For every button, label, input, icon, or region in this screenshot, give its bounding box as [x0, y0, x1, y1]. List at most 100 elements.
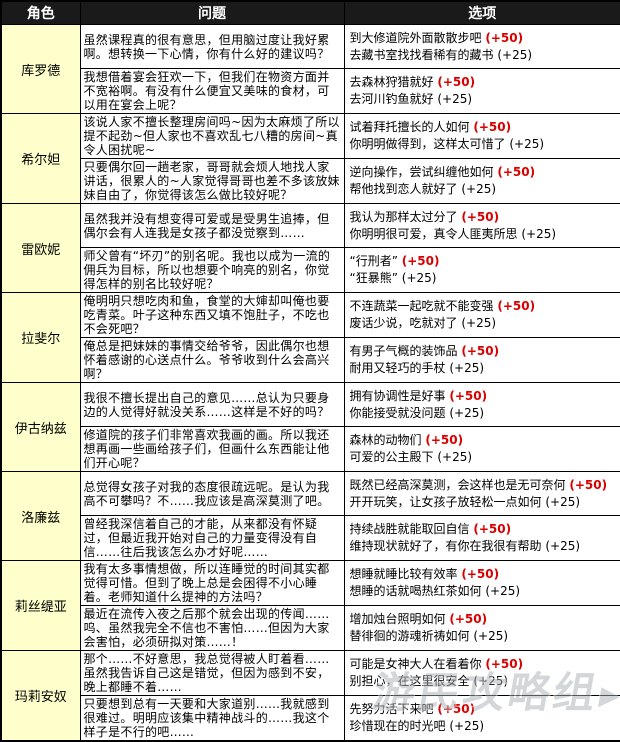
character-cell: 希尔妲 [0, 113, 81, 204]
option-line: 既然已经高深莫测，会这样也是无可奈何 (+50) [350, 477, 616, 494]
entry-row: 伊古纳兹 我很不擅长提出自己的意见……总认为只要身边的人觉得好就没关系……这样是不… [0, 382, 620, 472]
header-row: 角色 问题 选项 [0, 0, 620, 25]
bonus-label: (+50) [461, 567, 500, 581]
entry-row: 希尔妲 该说人家不擅长整理房间吗~因为太麻烦了所以提不起劲~但人家也不喜欢乱七八糟… [0, 113, 620, 204]
option-line: 你明明很可爱，真令人匪夷所思 (+25) [350, 226, 616, 243]
option-line: 废话少说，吃就对了 (+25) [350, 315, 616, 332]
question-cell: 俺明明只想吃肉和鱼，食堂的大婶却叫俺也要吃青菜。叶子这种东西又填不饱肚子，不吃也… [79, 292, 345, 338]
bonus-label: (+25) [545, 494, 581, 509]
option-line: 去藏书室找找看稀有的藏书 (+25) [350, 47, 616, 64]
option-text: 想睡就睡比较有效率 [349, 567, 458, 581]
option-line: 去森林狩猎就好 (+50) [350, 74, 616, 91]
option-line: 帮他找到恋人就好了 (+25) [350, 181, 616, 198]
option-text: “行刑者” [349, 254, 398, 268]
option-line: 先努力活下来吧 (+50) [350, 701, 616, 718]
option-line: 拥有协调性是好事 (+50) [350, 388, 616, 405]
option-text: 你明明做得到，这样太可惜了 [349, 137, 506, 151]
option-line: 替徘徊的游魂祈祷如何 (+25) [350, 628, 616, 645]
entry-row: 只要想到总有一天要和大家道别……我就感到很难过。明明应该集中精神战斗的……我这个… [1, 695, 620, 742]
options-cell: 我认为那样太过分了 (+50) 你明明很可爱，真令人匪夷所思 (+25) [343, 203, 620, 248]
option-line: 试着拜托擅长的人如何 (+50) [350, 119, 616, 136]
entry-row: 俺总是把妹妹的事情交给爷爷，因此偶尔也想怀着感谢的心送点什么。爷爷收到什么会高兴… [1, 337, 620, 383]
option-text: 先努力活下来吧 [349, 702, 434, 716]
option-text: 去河川钓鱼就好 [349, 92, 434, 106]
question-cell: 师父曾有“坏刃”的别名呢。我也以成为一流的佣兵为目标，所以也想要个响亮的别名，你… [79, 247, 345, 293]
option-line: 增加烛台照明如何 (+50) [350, 611, 616, 628]
option-line: 可爱的公主殿下 (+25) [350, 449, 616, 466]
option-line: 想睡就睡比较有效率 (+50) [350, 566, 616, 583]
option-text: 帮他找到恋人就好了 [349, 182, 458, 196]
option-line: 珍惜现在的时光吧 (+25) [350, 718, 616, 735]
question-cell: 虽然我并没有想变得可爱或是受男生追捧，但偶尔会有人连我是女孩子都没觉察到…… [79, 203, 345, 248]
character-cell: 玛莉安奴 [0, 650, 81, 742]
question-cell: 总觉得女孩子对我的态度很疏远呢。是认为我高不可攀吗？不……我应该是高深莫测了吧。 [79, 471, 345, 516]
character-cell: 拉斐尔 [0, 292, 81, 383]
option-text: “狂暴熊” [349, 271, 398, 285]
bonus-label: (+50) [425, 433, 464, 447]
option-text: 维持现状就好了，有你在我很有帮助 [349, 539, 542, 553]
option-text: 拥有协调性是好事 [349, 388, 446, 403]
options-cell: 可能是女神大人在看着你 (+50) 别担心，在这里很安全 (+25) [343, 650, 620, 696]
character-cell: 雷欧妮 [0, 203, 81, 293]
option-line: 可能是女神大人在看着你 (+50) [350, 656, 616, 673]
options-cell: 既然已经高深莫测，会这样也是无可奈何 (+50) 开开玩笑，让女孩子放轻松一点如何… [343, 471, 620, 516]
option-line: 你能接受就没问题 (+25) [350, 405, 616, 422]
entry-row: 拉斐尔 俺明明只想吃肉和鱼，食堂的大婶却叫俺也要吃青菜。叶子这种东西又填不饱肚子，… [0, 292, 620, 383]
option-text: 我认为那样太过分了 [349, 209, 458, 224]
question-cell: 俺总是把妹妹的事情交给爷爷，因此偶尔也想怀着感谢的心送点什么。爷爷收到什么会高兴… [79, 337, 345, 383]
options-cell: 有男子气概的装饰品 (+50) 耐用又轻巧的手杖 (+25) [343, 337, 620, 383]
header-character: 角色 [0, 0, 81, 25]
option-text: 替徘徊的游魂祈祷如何 [349, 629, 470, 643]
bonus-label: (+50) [569, 477, 608, 492]
bonus-label: (+25) [437, 450, 473, 464]
question-cell: 我有太多事情想做，所以连睡觉的时间其实都觉得可惜。但到了晚上总是会困得不小心睡着… [79, 560, 345, 606]
option-text: 不连蔬菜一起吃就不能变强 [349, 299, 494, 313]
option-text: 去森林狩猎就好 [349, 75, 434, 89]
option-line: 逆向操作，尝试纠缠他如何 (+50) [350, 164, 616, 181]
option-text: 废话少说，吃就对了 [349, 316, 458, 330]
bonus-label: (+50) [437, 75, 476, 89]
question-cell: 我想借着宴会狂欢一下，但我们在物资方面并不宽裕啊。有没有什么便宜又美味的食材，可… [79, 68, 345, 114]
options-cell: 先努力活下来吧 (+50) 珍惜现在的时光吧 (+25) [343, 695, 620, 742]
question-cell: 只要想到总有一天要和大家道别……我就感到很难过。明明应该集中精神战斗的……我这个… [79, 695, 345, 742]
option-line: 我认为那样太过分了 (+50) [350, 209, 616, 226]
bonus-label: (+50) [461, 209, 500, 224]
entry-row: 雷欧妮 虽然我并没有想变得可爱或是受男生追捧，但偶尔会有人连我是女孩子都没觉察到…… [0, 203, 620, 293]
option-line: 你明明做得到，这样太可惜了 (+25) [350, 136, 616, 153]
option-line: 维持现状就好了，有你在我很有帮助 (+25) [350, 538, 616, 555]
option-text: 可能是女神大人在看着你 [349, 657, 482, 671]
question-cell: 曾经我深信着自己的才能，从来都没有怀疑过，但最近我开始对自己的力量变得没有自信…… [79, 515, 345, 561]
option-text: 增加烛台照明如何 [349, 612, 446, 626]
table-body: 库罗德 虽然课程真的很有意思，但用脑过度让我好累啊。想转换一下心情，你有什么好的建… [0, 24, 620, 742]
entry-row: 最近在流传入夜之后那个就会出现的传闻……呜、虽然我完全不信也不害怕……但因为大家… [1, 605, 620, 651]
entry-row: 莉丝缇亚 我有太多事情想做，所以连睡觉的时间其实都觉得可惜。但到了晚上总是会困得不… [0, 560, 620, 651]
option-text: 别担心，在这里很安全 [349, 674, 470, 688]
option-line: “行刑者” (+50) [350, 253, 616, 270]
options-cell: 拥有协调性是好事 (+50) 你能接受就没问题 (+25) [343, 382, 620, 427]
bonus-label: (+50) [449, 612, 488, 626]
option-text: 耐用又轻巧的手杖 [349, 361, 446, 375]
bonus-label: (+25) [485, 584, 521, 598]
bonus-label: (+25) [521, 226, 557, 241]
option-text: 去藏书室找找看稀有的藏书 [349, 47, 494, 62]
bonus-label: (+50) [401, 254, 440, 268]
options-cell: 森林的动物们 (+50) 可爱的公主殿下 (+25) [343, 426, 620, 472]
options-cell: 试着拜托擅长的人如何 (+50) 你明明做得到，这样太可惜了 (+25) [343, 113, 620, 159]
bonus-label: (+25) [401, 271, 437, 285]
question-cell: 那个……不好意思，我总觉得被人盯着看……虽然我告诉自己这是错觉，但因为感到不安，… [79, 650, 345, 696]
bonus-label: (+25) [473, 674, 509, 688]
character-cell: 莉丝缇亚 [0, 560, 81, 651]
options-cell: 增加烛台照明如何 (+50) 替徘徊的游魂祈祷如何 (+25) [343, 605, 620, 651]
bonus-label: (+50) [497, 165, 536, 179]
bonus-label: (+50) [497, 299, 536, 313]
options-cell: 想睡就睡比较有效率 (+50) 想睡的话就喝热红茶如何 (+25) [343, 560, 620, 606]
option-text: 森林的动物们 [349, 433, 422, 447]
option-text: 珍惜现在的时光吧 [349, 719, 446, 733]
entry-row: 玛莉安奴 那个……不好意思，我总觉得被人盯着看……虽然我告诉自己这是错觉，但因为感… [0, 650, 620, 742]
character-cell: 洛廉兹 [0, 471, 81, 561]
question-cell: 只要偶尔回一趟老家，哥哥就会烦人地找人家讲话，很累人的~人家觉得哥哥也差不多该放… [79, 158, 345, 204]
bonus-label: (+25) [461, 316, 497, 330]
option-text: 可爱的公主殿下 [349, 450, 434, 464]
option-text: 想睡的话就喝热红茶如何 [349, 584, 482, 598]
